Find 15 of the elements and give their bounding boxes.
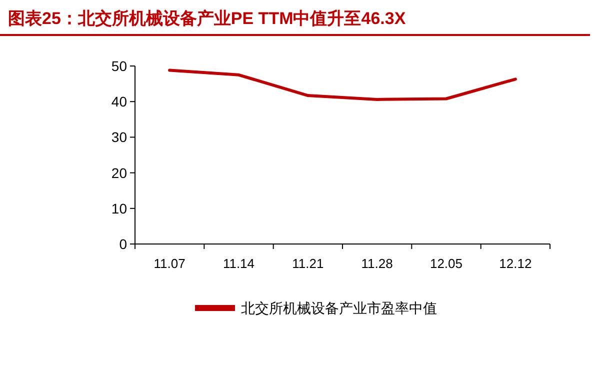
y-tick-label: 10 (111, 200, 128, 216)
x-tick-label: 12.12 (499, 256, 532, 271)
chart-title: 图表25：北交所机械设备产业PE TTM中值升至46.3X (8, 9, 406, 28)
x-tick-label: 11.14 (222, 256, 255, 271)
legend-label: 北交所机械设备产业市盈率中值 (241, 300, 437, 316)
y-tick-label: 0 (119, 236, 128, 252)
x-tick-label: 11.21 (292, 256, 324, 271)
y-tick-label: 50 (111, 58, 128, 74)
y-tick-label: 40 (111, 94, 128, 110)
x-tick-label: 12.05 (430, 256, 463, 271)
x-tick-label: 11.07 (154, 256, 186, 271)
x-tick-label: 11.28 (361, 256, 393, 271)
y-tick-label: 20 (111, 164, 128, 181)
line-series (168, 68, 517, 101)
y-tick-label: 30 (111, 129, 128, 146)
